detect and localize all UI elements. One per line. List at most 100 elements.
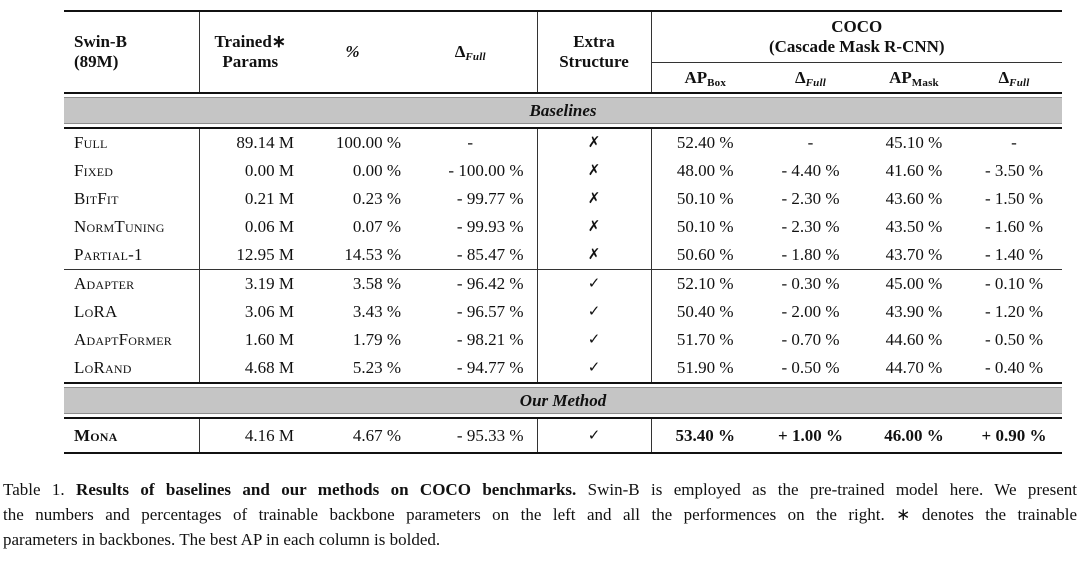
method-name: Mona: [64, 418, 200, 454]
table-row: LoRand 4.68 M 5.23 % - 94.77 % ✓ 51.90 %…: [64, 354, 1062, 383]
delta-mask-value: -: [1011, 133, 1017, 153]
trained-params-value: 4.16 M: [199, 418, 301, 454]
delta-box-value: - 2.30 %: [781, 189, 840, 209]
check-icon: ✓: [537, 418, 652, 454]
column-header-delta-box: ΔFull: [759, 62, 862, 94]
model-size: (89M): [74, 52, 119, 71]
trained-params-value: 4.68 M: [244, 358, 294, 378]
method-name: LoRA: [64, 298, 200, 326]
ap-mask-value: 41.60 %: [885, 161, 943, 181]
ap-box-value: 52.10 %: [651, 269, 759, 298]
coco-title: COCO: [831, 17, 883, 37]
table-row: Adapter 3.19 M 3.58 % - 96.42 % ✓ 52.10 …: [64, 269, 1063, 298]
ap-mask-value: 43.90 %: [885, 302, 943, 322]
percent-value: 100.00 %: [335, 133, 401, 153]
model-name: Swin-B: [74, 32, 127, 52]
column-header-delta-mask: ΔFull: [966, 62, 1063, 94]
ap-box-value: 52.40 %: [676, 133, 734, 153]
delta-subscript: Full: [805, 76, 827, 89]
caption-table-number: Table 1.: [3, 480, 77, 499]
delta-box-value: - 0.30 %: [759, 269, 862, 298]
structure-label: Structure: [559, 52, 629, 71]
percent-value: 0.07 %: [352, 217, 401, 237]
section-band-baselines: Baselines: [64, 92, 1063, 129]
check-icon: ✓: [537, 298, 652, 326]
trained-params-value: 0.21 M: [244, 189, 294, 209]
table-caption: Table 1. Results of baselines and our me…: [3, 477, 1077, 552]
our-method-section-title: Our Method: [64, 387, 1063, 414]
delta-mask-value: + 0.90 %: [966, 418, 1063, 454]
ap-box-value: 53.40 %: [651, 418, 759, 454]
delta-box-value: - 2.00 %: [781, 302, 840, 322]
column-header-percent: %: [301, 11, 404, 94]
percent-value: 0.23 %: [352, 189, 401, 209]
caption-line-3: parameters in backbones. The best AP in …: [3, 530, 441, 549]
delta-subscript: Full: [465, 51, 486, 64]
percent-value: 1.79 %: [352, 330, 401, 350]
header-row-1: Swin-B (89M) Trained∗ Params % ΔFull Ext…: [64, 11, 1063, 94]
percent-value: 0.00 %: [352, 161, 401, 181]
percent-value: 3.58 %: [301, 269, 404, 298]
check-icon: ✓: [537, 269, 652, 298]
percent-value: 3.43 %: [352, 302, 401, 322]
trained-params-value: 3.06 M: [244, 302, 294, 322]
delta-symbol: Δ: [794, 67, 806, 87]
delta-box-value: - 2.30 %: [781, 217, 840, 237]
check-icon: ✓: [537, 354, 652, 383]
delta-subscript: Full: [1009, 76, 1030, 89]
ap-mask-value: 45.10 %: [885, 133, 943, 153]
trained-params-value: 0.06 M: [244, 217, 294, 237]
delta-box-value: -: [807, 133, 814, 153]
ap-box-value: 50.10 %: [676, 217, 734, 237]
ap-mask-value: 45.00 %: [862, 269, 966, 298]
table-row: Fixed 0.00 M 0.00 % - 100.00 % ✗ 48.00 %…: [64, 157, 1062, 185]
trained-params-value: 3.19 M: [199, 269, 301, 298]
percent-value: 14.53 %: [344, 245, 401, 265]
delta-symbol: Δ: [998, 67, 1010, 87]
delta-box-value: - 4.40 %: [781, 161, 840, 181]
caption-text: Swin-B is employed as the pre-trained mo…: [576, 480, 1077, 499]
column-header-delta-full: ΔFull: [404, 11, 538, 94]
ap-box-label: AP: [684, 67, 708, 87]
method-name: Adapter: [64, 269, 200, 298]
percent-value: 5.23 %: [352, 358, 401, 378]
delta-box-value: - 1.80 %: [781, 245, 840, 265]
delta-mask-value: - 1.20 %: [984, 302, 1044, 322]
ap-box-value: 50.60 %: [676, 245, 734, 265]
delta-mask-value: - 0.50 %: [984, 330, 1044, 350]
delta-full-value: - 100.00 %: [404, 157, 538, 185]
delta-full-value: - 96.42 %: [404, 269, 538, 298]
results-table: Swin-B (89M) Trained∗ Params % ΔFull Ext…: [64, 10, 1063, 454]
table-row: BitFit 0.21 M 0.23 % - 99.77 % ✗ 50.10 %…: [64, 185, 1062, 213]
table-row: LoRA 3.06 M 3.43 % - 96.57 % ✓ 50.40 % -…: [64, 298, 1062, 326]
trained-label: Trained∗: [214, 32, 287, 52]
delta-mask-value: - 3.50 %: [984, 161, 1044, 181]
ap-mask-label: AP: [889, 67, 912, 87]
trained-params-value: 12.95 M: [236, 245, 294, 265]
ap-box-value: 51.70 %: [676, 330, 734, 350]
table-row-mona: Mona 4.16 M 4.67 % - 95.33 % ✓ 53.40 % +…: [64, 418, 1063, 454]
method-name: BitFit: [64, 185, 200, 213]
delta-full-value: - 85.47 %: [404, 241, 538, 270]
caption-title: Results of baselines and our methods on …: [76, 480, 577, 499]
delta-full-value: - 99.77 %: [404, 185, 538, 213]
ap-mask-value: 43.60 %: [885, 189, 943, 209]
ap-box-subscript: Box: [707, 76, 727, 89]
params-label: Params: [222, 52, 279, 71]
ap-box-value: 51.90 %: [676, 358, 734, 378]
trained-params-value: 89.14 M: [236, 133, 294, 153]
method-name: NormTuning: [64, 213, 200, 241]
table-row: AdaptFormer 1.60 M 1.79 % - 98.21 % ✓ 51…: [64, 326, 1062, 354]
table-row: Partial-1 12.95 M 14.53 % - 85.47 % ✗ 50…: [64, 241, 1062, 270]
table-row: NormTuning 0.06 M 0.07 % - 99.93 % ✗ 50.…: [64, 213, 1062, 241]
trained-params-value: 0.00 M: [244, 161, 294, 181]
method-name: Full: [64, 128, 200, 157]
column-header-model: Swin-B (89M): [64, 11, 200, 94]
delta-full-value: - 94.77 %: [404, 354, 538, 383]
ap-mask-subscript: Mask: [911, 76, 939, 89]
column-header-ap-box: APBox: [651, 62, 759, 94]
column-header-ap-mask: APMask: [862, 62, 966, 94]
cross-icon: ✗: [537, 128, 652, 157]
method-name: Partial-1: [64, 241, 200, 270]
ap-mask-value: 44.60 %: [885, 330, 943, 350]
